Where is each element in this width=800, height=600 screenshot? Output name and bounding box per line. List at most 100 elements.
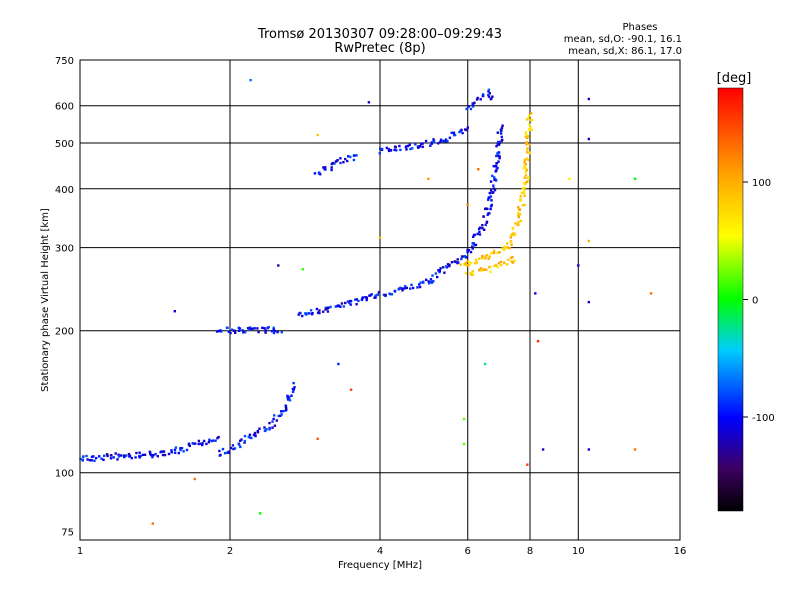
trace-point xyxy=(301,314,304,318)
trace-point xyxy=(524,182,527,185)
trace-point xyxy=(473,244,476,247)
trace-point xyxy=(211,439,215,442)
scatter-point xyxy=(633,448,637,451)
trace-point xyxy=(487,265,491,269)
trace-point xyxy=(187,442,191,445)
trace-point xyxy=(116,458,119,461)
trace-point xyxy=(522,182,526,185)
trace-point xyxy=(490,199,493,202)
trace-point xyxy=(528,123,531,127)
trace-point xyxy=(439,140,442,144)
trace-point xyxy=(527,116,530,120)
trace-point xyxy=(430,141,433,144)
trace-point xyxy=(404,285,407,288)
trace-point xyxy=(491,95,494,98)
trace-point xyxy=(243,434,247,438)
trace-point xyxy=(117,453,120,456)
trace-point xyxy=(474,243,478,247)
trace-point xyxy=(277,414,280,418)
trace-point xyxy=(491,174,494,178)
trace-point xyxy=(324,308,327,311)
trace-point xyxy=(399,148,402,152)
trace-point xyxy=(466,250,469,254)
colorbar-label: [deg] xyxy=(717,71,752,86)
trace-point xyxy=(401,287,405,290)
trace-point xyxy=(479,267,483,270)
trace-point xyxy=(342,305,345,308)
trace-point xyxy=(420,142,423,146)
trace-point xyxy=(506,246,509,249)
trace-point xyxy=(109,454,113,457)
trace-point xyxy=(292,381,295,385)
trace-point xyxy=(275,419,278,422)
trace-point xyxy=(95,456,98,460)
trace-point xyxy=(227,330,230,333)
trace-point xyxy=(287,398,290,401)
trace-point xyxy=(489,205,493,208)
trace-point xyxy=(492,165,495,168)
trace-point xyxy=(464,272,467,275)
trace-point xyxy=(264,331,267,334)
trace-point xyxy=(518,208,521,211)
trace-point xyxy=(478,257,481,260)
trace-point xyxy=(483,268,486,271)
trace-point xyxy=(370,293,373,296)
trace-point xyxy=(405,148,408,151)
trace-point xyxy=(349,155,352,159)
trace-point xyxy=(191,442,194,445)
trace-point xyxy=(346,300,350,303)
scatter-point xyxy=(378,236,382,239)
stats-title: Phases xyxy=(622,22,657,33)
trace-point xyxy=(374,294,377,297)
trace-point xyxy=(257,330,260,334)
stats-line-o: mean, sd,O: -90.1, 16.1 xyxy=(564,34,682,45)
trace-point xyxy=(461,131,464,135)
trace-point xyxy=(523,161,526,164)
scatter-point xyxy=(477,168,480,171)
trace-point xyxy=(154,452,157,456)
trace-point xyxy=(373,296,376,299)
scatter-point xyxy=(427,177,430,180)
trace-point xyxy=(517,216,520,219)
trace-point xyxy=(239,445,242,449)
trace-point xyxy=(500,129,503,132)
colorbar-tick-label: 0 xyxy=(752,296,758,307)
trace-point xyxy=(229,331,232,335)
trace-point xyxy=(523,159,527,162)
trace-point xyxy=(526,151,529,154)
trace-point xyxy=(469,107,473,111)
trace-point xyxy=(501,138,504,142)
trace-point xyxy=(526,180,530,183)
trace-point xyxy=(530,128,533,132)
trace-point xyxy=(525,141,528,144)
trace-point xyxy=(336,304,340,307)
trace-point xyxy=(284,405,288,408)
trace-point xyxy=(487,198,490,201)
trace-point xyxy=(253,431,257,435)
trace-point xyxy=(501,124,504,127)
trace-point xyxy=(85,454,88,458)
trace-point xyxy=(151,455,154,459)
trace-point xyxy=(497,143,501,146)
trace-point xyxy=(468,260,471,264)
trace-point xyxy=(221,447,225,451)
trace-point xyxy=(163,453,167,457)
trace-point xyxy=(214,439,217,442)
trace-point xyxy=(418,283,421,286)
trace-point xyxy=(408,143,411,147)
trace-point xyxy=(264,329,267,332)
trace-point xyxy=(365,298,368,302)
trace-point xyxy=(298,312,301,315)
trace-point xyxy=(317,172,321,175)
trace-point xyxy=(482,94,485,97)
colorbar: [deg] xyxy=(717,71,752,512)
trace-point xyxy=(496,251,499,255)
trace-point xyxy=(411,147,414,150)
trace-point xyxy=(421,142,424,145)
trace-point xyxy=(135,451,138,455)
trace-point xyxy=(510,243,513,246)
trace-point xyxy=(509,236,512,239)
trace-point xyxy=(446,139,449,143)
trace-point xyxy=(487,257,490,260)
trace-point xyxy=(329,305,332,309)
